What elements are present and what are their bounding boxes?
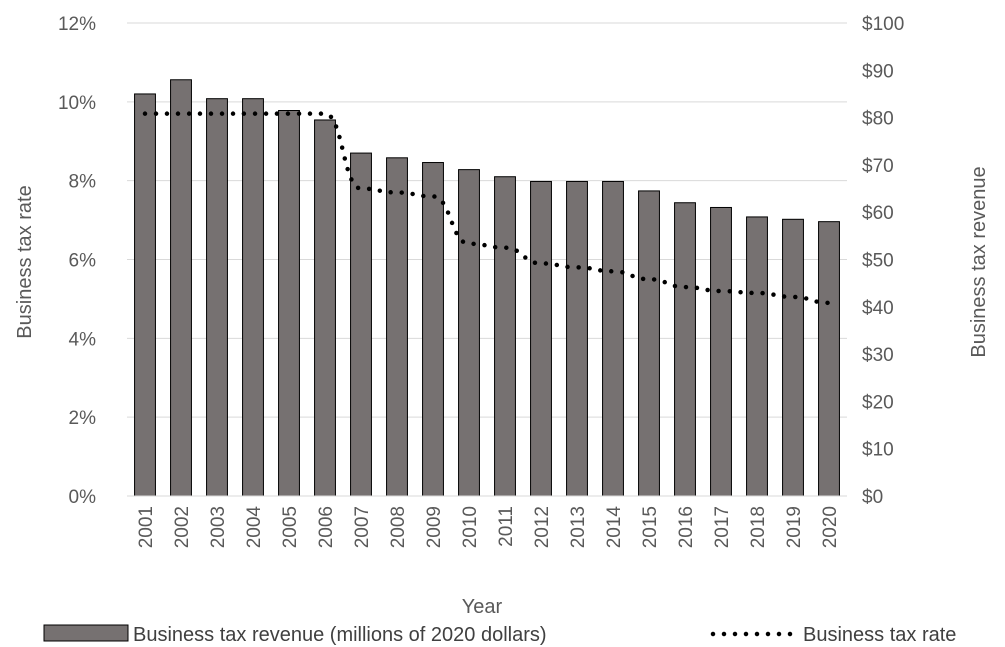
legend-label-revenue: Business tax revenue (millions of 2020 d… xyxy=(133,624,547,646)
bar xyxy=(566,180,588,497)
right-tick-label: $80 xyxy=(862,109,894,130)
right-tick-label: $10 xyxy=(862,440,894,461)
right-tick-label: $90 xyxy=(862,61,894,82)
x-tick-label: 2014 xyxy=(604,506,625,549)
left-tick-label: 6% xyxy=(69,251,97,272)
right-axis-title: Business tax revenue xyxy=(968,166,990,357)
bar xyxy=(674,202,696,497)
bar xyxy=(134,93,156,497)
x-tick-label: 2009 xyxy=(424,506,445,548)
right-tick-label: $70 xyxy=(862,156,894,177)
x-tick-label: 2002 xyxy=(172,506,193,548)
bar-series xyxy=(134,79,840,497)
x-tick-label: 2003 xyxy=(208,506,229,548)
x-tick-label: 2018 xyxy=(748,506,769,548)
x-axis-ticks: 2001 2002 2003 2004 2005 2006 2007 2008 2009 2010… xyxy=(136,506,841,549)
x-axis-title: Year xyxy=(462,596,503,618)
gridlines xyxy=(127,22,847,418)
right-axis-ticks: $0 $10 $20 $30 $40 $50 $60 $70 $80 $90 $100 xyxy=(862,14,904,508)
right-tick-label: $0 xyxy=(862,487,883,508)
x-tick-label: 2006 xyxy=(316,506,337,548)
right-tick-label: $20 xyxy=(862,392,894,413)
bar xyxy=(638,190,660,497)
bar xyxy=(314,119,336,497)
bar xyxy=(746,216,768,497)
left-axis-title: Business tax rate xyxy=(14,185,36,338)
bar xyxy=(242,98,264,497)
x-tick-label: 2015 xyxy=(640,506,661,548)
bar xyxy=(818,221,840,497)
x-tick-label: 2005 xyxy=(280,506,301,548)
bar xyxy=(170,79,192,497)
left-axis-ticks: 0% 2% 4% 6% 8% 10% 12% xyxy=(58,14,96,508)
left-tick-label: 2% xyxy=(69,408,97,429)
right-tick-label: $30 xyxy=(862,345,894,366)
bar xyxy=(386,157,408,497)
bar xyxy=(278,110,300,497)
x-tick-label: 2007 xyxy=(352,506,373,548)
left-tick-label: 10% xyxy=(58,93,96,114)
left-tick-label: 0% xyxy=(69,487,97,508)
x-tick-label: 2011 xyxy=(496,506,517,547)
right-tick-label: $50 xyxy=(862,251,894,272)
left-tick-label: 8% xyxy=(69,172,97,193)
x-tick-label: 2013 xyxy=(568,506,589,548)
x-tick-label: 2019 xyxy=(784,506,805,548)
bar xyxy=(458,169,480,497)
x-tick-label: 2008 xyxy=(388,506,409,548)
left-tick-label: 4% xyxy=(69,329,97,350)
bar xyxy=(206,98,228,497)
bar xyxy=(602,180,624,497)
x-tick-label: 2017 xyxy=(712,506,733,548)
x-tick-label: 2001 xyxy=(136,506,157,548)
legend: Business tax revenue (millions of 2020 d… xyxy=(43,624,956,646)
x-tick-label: 2010 xyxy=(460,506,481,548)
x-tick-label: 2012 xyxy=(532,506,553,548)
bar xyxy=(350,152,372,497)
right-tick-label: $100 xyxy=(862,14,904,35)
left-tick-label: 12% xyxy=(58,14,96,35)
bar xyxy=(422,162,444,497)
x-tick-label: 2020 xyxy=(820,506,841,548)
x-tick-label: 2016 xyxy=(676,506,697,548)
bar xyxy=(530,180,552,497)
bar xyxy=(494,176,516,497)
right-tick-label: $40 xyxy=(862,298,894,319)
legend-swatch-revenue xyxy=(43,624,129,642)
x-tick-label: 2004 xyxy=(244,506,265,549)
right-tick-label: $60 xyxy=(862,203,894,224)
bar xyxy=(782,218,804,497)
legend-label-rate: Business tax rate xyxy=(803,624,956,646)
bar xyxy=(710,206,732,497)
